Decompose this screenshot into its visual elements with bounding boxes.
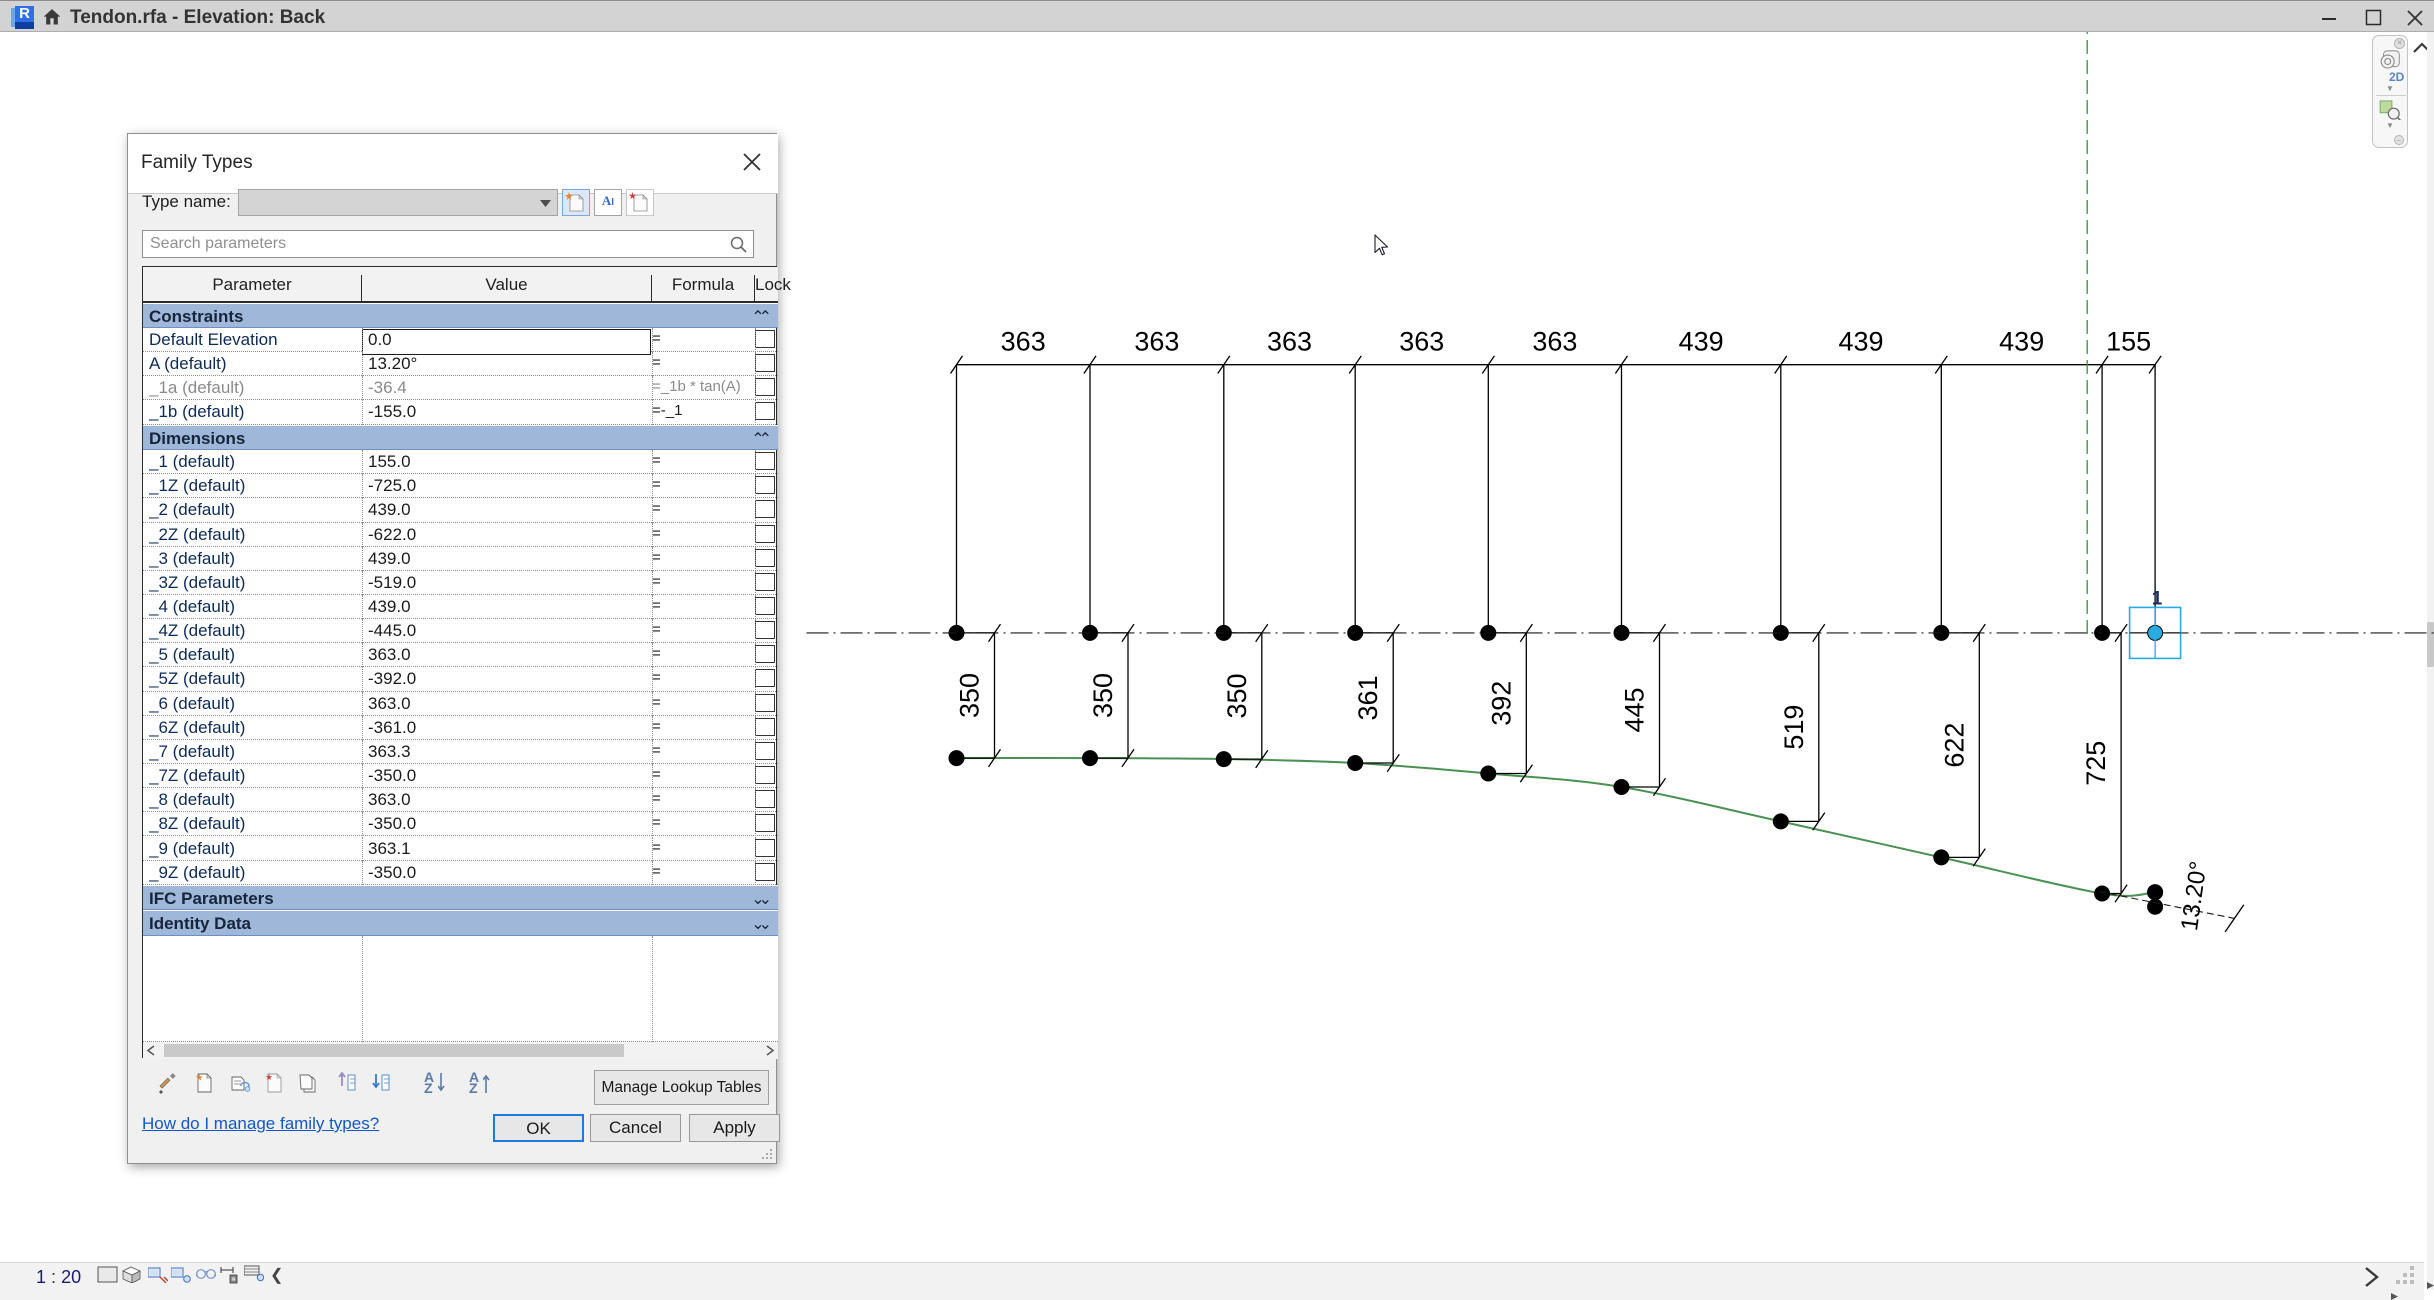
svg-text:363: 363 bbox=[1001, 327, 1046, 357]
svg-text:350: 350 bbox=[955, 673, 985, 718]
svg-text:361: 361 bbox=[1353, 675, 1383, 720]
svg-text:392: 392 bbox=[1486, 681, 1516, 726]
svg-text:445: 445 bbox=[1620, 687, 1650, 732]
svg-text:350: 350 bbox=[1088, 673, 1118, 718]
svg-text:725: 725 bbox=[2081, 741, 2111, 786]
svg-text:622: 622 bbox=[1939, 723, 1969, 768]
svg-text:155: 155 bbox=[2106, 327, 2151, 357]
svg-text:13.20°: 13.20° bbox=[2176, 860, 2212, 933]
svg-text:363: 363 bbox=[1134, 327, 1179, 357]
svg-text:350: 350 bbox=[1222, 673, 1252, 718]
svg-text:363: 363 bbox=[1267, 327, 1312, 357]
svg-text:519: 519 bbox=[1779, 705, 1809, 750]
svg-text:439: 439 bbox=[1999, 327, 2044, 357]
svg-text:363: 363 bbox=[1532, 327, 1577, 357]
svg-text:439: 439 bbox=[1679, 327, 1724, 357]
svg-text:439: 439 bbox=[1838, 327, 1883, 357]
svg-text:1: 1 bbox=[2152, 588, 2163, 609]
svg-text:363: 363 bbox=[1399, 327, 1444, 357]
